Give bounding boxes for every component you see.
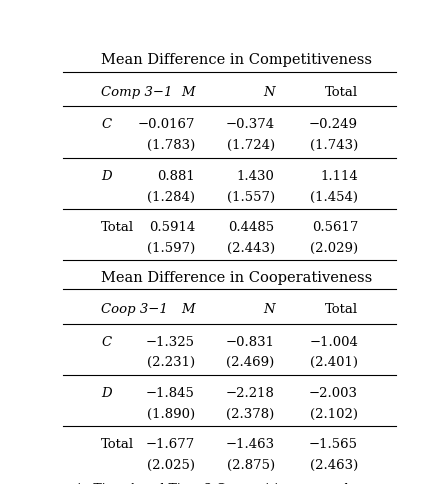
Text: ce in Time 1 and Time 3 Competitiveness and: ce in Time 1 and Time 3 Competitiveness …	[60, 483, 349, 484]
Text: (1.454): (1.454)	[310, 191, 358, 203]
Text: (2.378): (2.378)	[227, 408, 275, 421]
Text: 0.4485: 0.4485	[228, 221, 275, 234]
Text: 0.5617: 0.5617	[312, 221, 358, 234]
Text: −0.831: −0.831	[226, 336, 275, 348]
Text: Mean Difference in Cooperativeness: Mean Difference in Cooperativeness	[101, 271, 372, 285]
Text: C: C	[101, 119, 111, 132]
Text: −2.003: −2.003	[309, 387, 358, 400]
Text: Comp 3−1: Comp 3−1	[101, 86, 172, 99]
Text: −1.463: −1.463	[226, 439, 275, 452]
Text: −1.004: −1.004	[309, 336, 358, 348]
Text: −0.0167: −0.0167	[138, 119, 195, 132]
Text: (1.783): (1.783)	[146, 139, 195, 152]
Text: (2.469): (2.469)	[227, 356, 275, 369]
Text: (1.890): (1.890)	[147, 408, 195, 421]
Text: (2.231): (2.231)	[147, 356, 195, 369]
Text: (1.557): (1.557)	[227, 191, 275, 203]
Text: C: C	[101, 336, 111, 348]
Text: −0.374: −0.374	[226, 119, 275, 132]
Text: (2.025): (2.025)	[147, 459, 195, 472]
Text: 0.5914: 0.5914	[149, 221, 195, 234]
Text: 1.430: 1.430	[237, 170, 275, 183]
Text: N: N	[263, 86, 275, 99]
Text: −1.325: −1.325	[146, 336, 195, 348]
Text: D: D	[101, 387, 112, 400]
Text: −1.677: −1.677	[146, 439, 195, 452]
Text: (2.102): (2.102)	[310, 408, 358, 421]
Text: −2.218: −2.218	[226, 387, 275, 400]
Text: Total: Total	[101, 439, 134, 452]
Text: (2.443): (2.443)	[227, 242, 275, 255]
Text: Coop 3−1: Coop 3−1	[101, 303, 168, 316]
Text: (1.743): (1.743)	[310, 139, 358, 152]
Text: −0.249: −0.249	[309, 119, 358, 132]
Text: Total: Total	[101, 221, 134, 234]
Text: Total: Total	[325, 303, 358, 316]
Text: −1.565: −1.565	[309, 439, 358, 452]
Text: −1.845: −1.845	[146, 387, 195, 400]
Text: Mean Difference in Competitiveness: Mean Difference in Competitiveness	[101, 53, 372, 67]
Text: (1.284): (1.284)	[147, 191, 195, 203]
Text: 0.881: 0.881	[157, 170, 195, 183]
Text: (2.875): (2.875)	[227, 459, 275, 472]
Text: M: M	[181, 303, 195, 316]
Text: (2.029): (2.029)	[310, 242, 358, 255]
Text: (2.401): (2.401)	[310, 356, 358, 369]
Text: (1.597): (1.597)	[146, 242, 195, 255]
Text: (2.463): (2.463)	[310, 459, 358, 472]
Text: Total: Total	[325, 86, 358, 99]
Text: (1.724): (1.724)	[227, 139, 275, 152]
Text: 1.114: 1.114	[320, 170, 358, 183]
Text: M: M	[181, 86, 195, 99]
Text: N: N	[263, 303, 275, 316]
Text: D: D	[101, 170, 112, 183]
